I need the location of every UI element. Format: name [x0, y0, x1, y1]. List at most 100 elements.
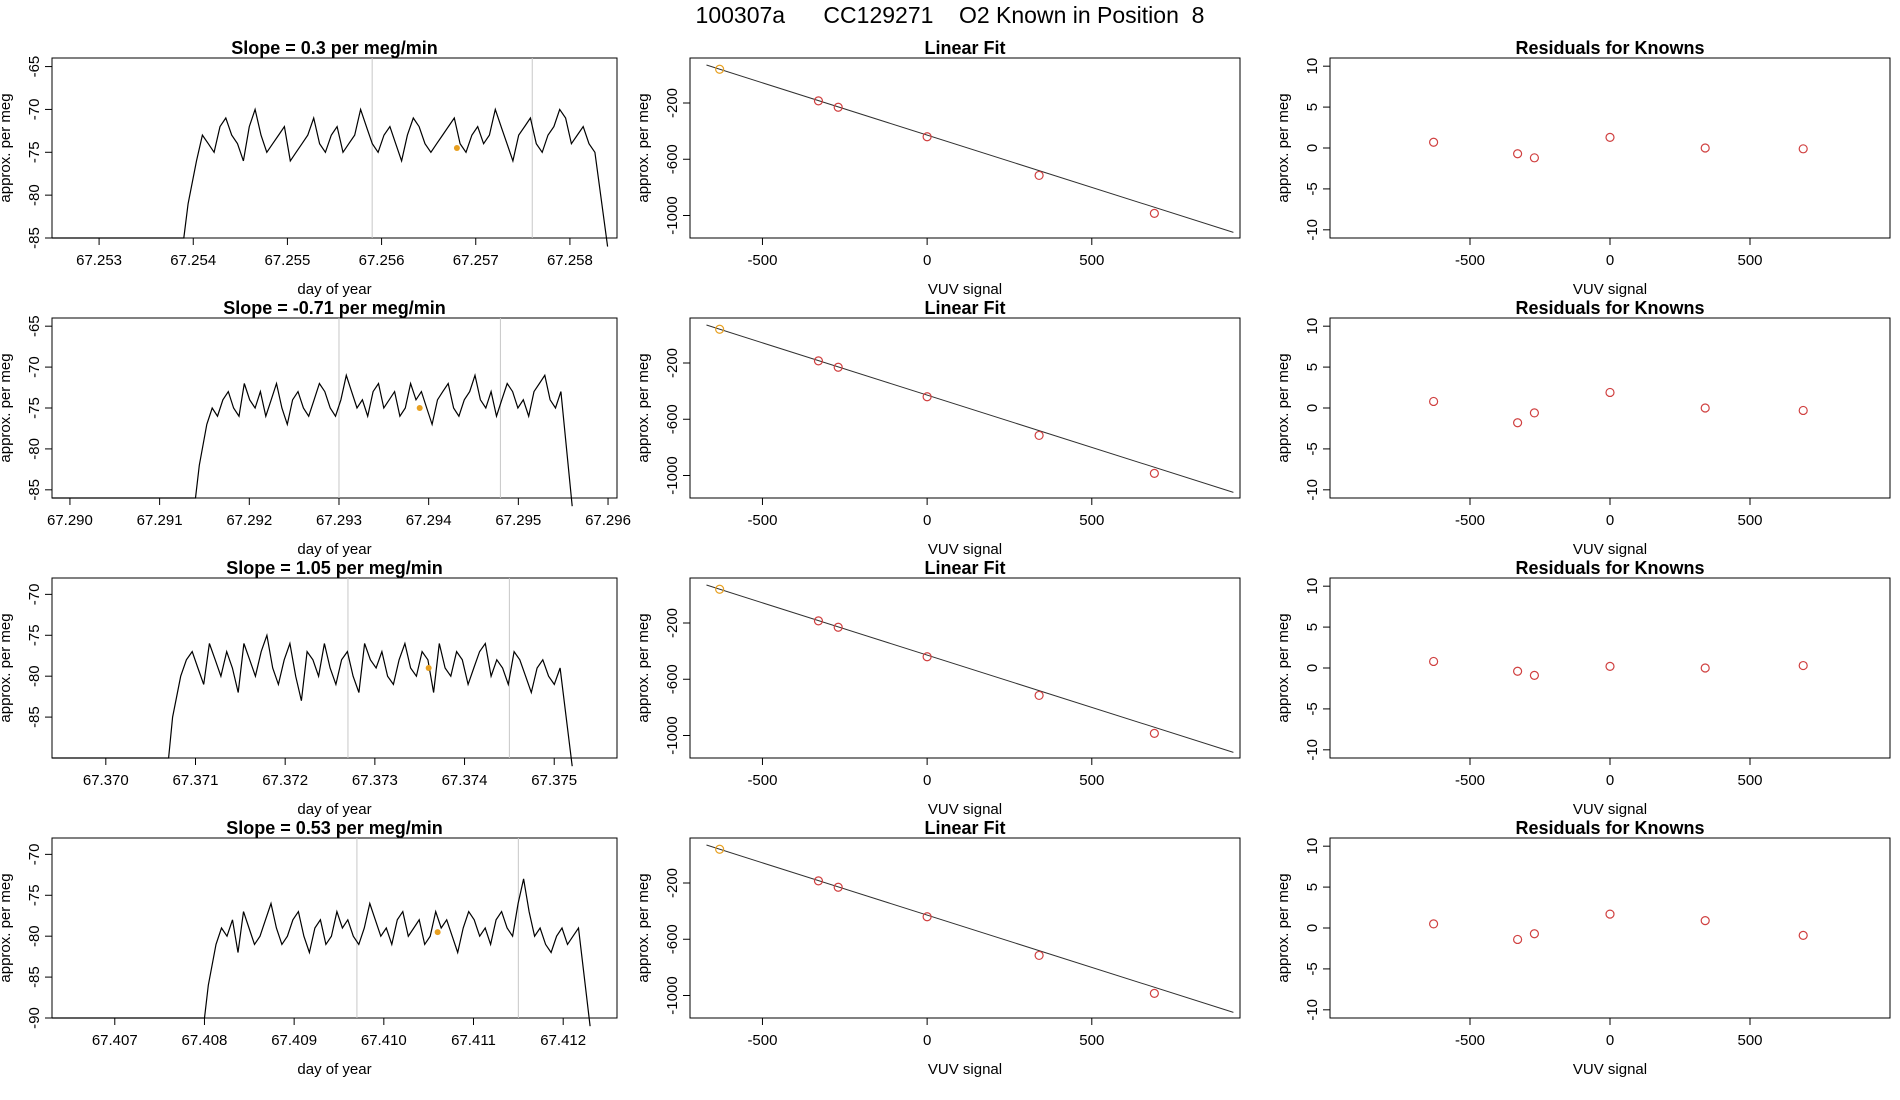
y-tick-label: -85	[26, 479, 43, 501]
y-axis-label: approx. per meg	[1275, 93, 1292, 202]
y-tick-label: -1000	[664, 976, 681, 1014]
x-tick-label: 67.407	[92, 1032, 138, 1049]
x-tick-label: 67.374	[442, 772, 488, 789]
y-tick-label: -65	[26, 315, 43, 337]
x-tick-label: -500	[1455, 512, 1485, 529]
panel-title: Residuals for Knowns	[1515, 38, 1704, 58]
panel-title: Linear Fit	[924, 558, 1005, 578]
x-tick-label: 67.296	[585, 512, 631, 529]
y-tick-label: -90	[26, 1007, 43, 1029]
residual-point	[1700, 143, 1710, 153]
fit-point	[715, 64, 725, 74]
x-tick-label: 500	[1079, 512, 1104, 529]
fit-point	[813, 616, 824, 626]
plot-frame	[689, 57, 1241, 239]
plot-frame	[689, 837, 1241, 1019]
y-tick-label: -70	[26, 844, 43, 866]
x-tick-label: 67.373	[352, 772, 398, 789]
fit-point	[813, 876, 824, 886]
y-tick-label: -10	[1304, 999, 1321, 1021]
x-axis-label: day of year	[297, 1061, 371, 1078]
plot-frame	[51, 577, 618, 759]
plot-frame	[51, 317, 618, 499]
fit-line	[706, 324, 1234, 493]
fit-point	[1149, 208, 1159, 218]
y-tick-label: -5	[1304, 442, 1321, 455]
residual-point	[1512, 418, 1523, 428]
residual-point	[1512, 934, 1523, 945]
residual-point	[1428, 656, 1439, 667]
y-tick-label: -80	[26, 925, 43, 947]
y-axis-label: approx. per meg	[1275, 613, 1292, 722]
x-tick-label: 67.291	[137, 512, 183, 529]
residual-point	[1700, 663, 1710, 673]
panel-title: Residuals for Knowns	[1515, 298, 1704, 318]
y-tick-label: -85	[26, 227, 43, 249]
y-tick-label: -200	[664, 868, 681, 898]
fit-point	[715, 324, 725, 334]
fit-point	[922, 132, 932, 142]
residual-point	[1428, 396, 1439, 407]
panel-title: Residuals for Knowns	[1515, 558, 1704, 578]
residual-point	[1700, 916, 1710, 926]
y-tick-label: -600	[664, 404, 681, 434]
y-tick-label: -80	[26, 665, 43, 687]
fit-point	[833, 102, 843, 112]
panel-title: Slope = 0.53 per meg/min	[226, 818, 443, 838]
x-tick-label: 67.371	[173, 772, 219, 789]
fit-point	[833, 362, 843, 372]
residual-point	[1605, 661, 1615, 671]
fit-point	[1149, 468, 1159, 478]
y-tick-label: -600	[664, 664, 681, 694]
fit-point	[922, 912, 932, 922]
panel-title: Slope = 0.3 per meg/min	[231, 38, 438, 58]
y-tick-label: 5	[1304, 623, 1321, 631]
x-axis-label: day of year	[297, 541, 371, 558]
y-axis-label: approx. per meg	[0, 873, 14, 982]
x-axis-label: VUV signal	[928, 1061, 1002, 1078]
panel-title: Linear Fit	[924, 38, 1005, 58]
y-axis-label: approx. per meg	[635, 93, 652, 202]
y-tick-label: 5	[1304, 103, 1321, 111]
y-tick-label: -10	[1304, 739, 1321, 761]
y-tick-label: -80	[26, 438, 43, 460]
panel-title: Linear Fit	[924, 818, 1005, 838]
series-line	[52, 373, 573, 507]
x-tick-label: 67.258	[547, 252, 593, 269]
x-tick-label: 67.295	[495, 512, 541, 529]
residual-point	[1512, 666, 1523, 676]
y-axis-label: approx. per meg	[635, 613, 652, 722]
y-tick-label: -10	[1304, 219, 1321, 241]
residual-point	[1605, 132, 1615, 142]
y-tick-label: 5	[1304, 363, 1321, 371]
y-axis-label: approx. per meg	[0, 353, 14, 462]
x-tick-label: 0	[1606, 772, 1614, 789]
y-tick-label: -85	[26, 706, 43, 728]
fit-point	[715, 844, 725, 854]
x-tick-label: 67.412	[540, 1032, 586, 1049]
x-tick-label: 67.294	[406, 512, 452, 529]
x-tick-label: 67.375	[531, 772, 577, 789]
residual-point	[1512, 149, 1523, 159]
residual-point	[1428, 137, 1439, 147]
y-tick-label: -70	[26, 99, 43, 121]
x-axis-label: day of year	[297, 801, 371, 818]
y-axis-label: approx. per meg	[1275, 353, 1292, 462]
x-tick-label: 67.372	[262, 772, 308, 789]
fit-point	[1149, 988, 1159, 998]
plot-frame	[689, 577, 1241, 759]
x-tick-label: 67.411	[451, 1032, 496, 1049]
fit-point	[715, 584, 725, 594]
fit-point	[1034, 170, 1044, 181]
x-axis-label: VUV signal	[1573, 801, 1647, 818]
x-axis-label: VUV signal	[1573, 541, 1647, 558]
residual-point	[1529, 670, 1540, 680]
x-tick-label: 500	[1737, 512, 1762, 529]
x-tick-label: 67.408	[182, 1032, 228, 1049]
x-tick-label: -500	[747, 772, 777, 789]
x-tick-label: 500	[1079, 772, 1104, 789]
y-tick-label: -75	[26, 141, 43, 163]
y-tick-label: -200	[664, 348, 681, 378]
fit-point	[1034, 950, 1044, 961]
panel-title: Residuals for Knowns	[1515, 818, 1704, 838]
